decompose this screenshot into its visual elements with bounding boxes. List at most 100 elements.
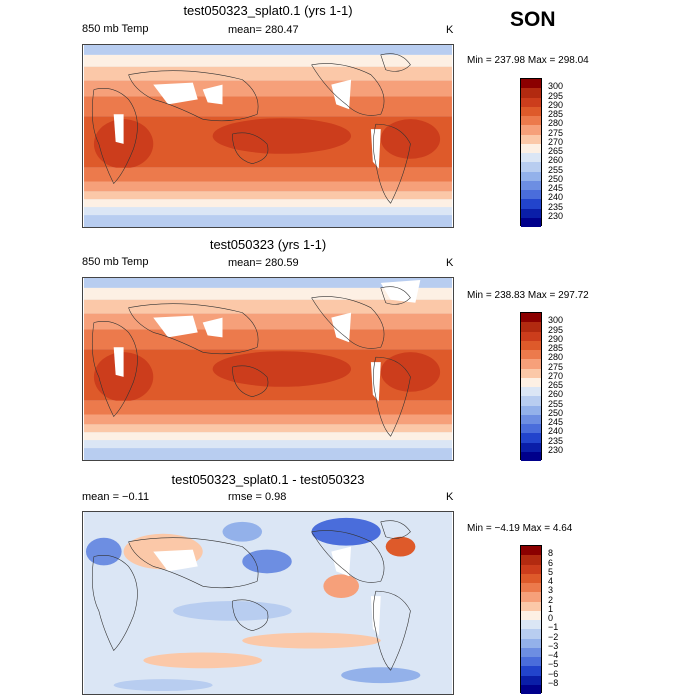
colorbar-tick-label: 280 (548, 118, 564, 129)
colorbar-swatch (521, 162, 541, 172)
colorbar-tick-label: 245 (548, 183, 564, 193)
colorbar-swatch (521, 433, 541, 443)
colorbar-tick-label: −2 (548, 631, 559, 642)
colorbar-tick-label: −1 (548, 622, 559, 633)
colorbar-swatch (521, 350, 541, 360)
colorbar-swatch (521, 592, 541, 602)
colorbar-swatch (521, 647, 541, 657)
colorbar-swatch (521, 368, 541, 378)
colorbar-swatch (521, 424, 541, 434)
panel2-variable-label: 850 mb Temp (82, 256, 149, 268)
colorbar-tick-label: 290 (548, 333, 564, 344)
panel2-colorbar (520, 312, 542, 461)
colorbar-swatch (521, 125, 541, 135)
colorbar-tick-label: 250 (548, 407, 564, 418)
colorbar-swatch (521, 153, 541, 163)
panel1-units: K (446, 24, 454, 36)
colorbar-swatch (521, 638, 541, 648)
colorbar-tick-label: 240 (548, 192, 564, 203)
colorbar-swatch (521, 359, 541, 369)
colorbar-tick-label: 250 (548, 173, 564, 184)
colorbar-swatch (521, 171, 541, 181)
colorbar-tick-label: −6 (548, 668, 559, 679)
colorbar-tick-label: −5 (548, 659, 559, 670)
colorbar-tick-label: 230 (548, 444, 564, 455)
colorbar-tick-label: 4 (548, 576, 554, 586)
panel1-map-plot (84, 45, 452, 227)
colorbar-tick-label: 260 (548, 389, 564, 400)
panel2-minmax: Min = 238.83 Max = 297.72 (467, 290, 589, 301)
colorbar-swatch (521, 451, 541, 461)
colorbar-swatch (521, 666, 541, 676)
colorbar-swatch (521, 583, 541, 593)
panel1-map (82, 44, 454, 228)
colorbar-tick-label: 295 (548, 90, 564, 101)
colorbar-tick-label: 300 (548, 315, 564, 326)
colorbar-tick-label: 255 (548, 398, 564, 409)
colorbar-tick-label: 6 (548, 557, 554, 568)
colorbar-swatch (521, 313, 541, 323)
colorbar-swatch (521, 573, 541, 583)
panel2-mean-label: mean= 280.59 (228, 257, 299, 269)
colorbar-tick-label: 275 (548, 127, 564, 138)
colorbar-swatch (521, 675, 541, 685)
panel1-variable-label: 850 mb Temp (82, 23, 149, 35)
colorbar-tick-label: 265 (548, 146, 564, 156)
colorbar-swatch (521, 180, 541, 190)
colorbar-tick-label: 270 (548, 136, 564, 147)
colorbar-tick-label: 245 (548, 417, 564, 427)
colorbar-tick-label: 270 (548, 370, 564, 381)
colorbar-swatch (521, 97, 541, 107)
colorbar-tick-label: 2 (548, 594, 554, 605)
panel3-minmax: Min = −4.19 Max = 4.64 (467, 523, 573, 534)
colorbar-swatch (521, 555, 541, 565)
colorbar-swatch (521, 143, 541, 153)
colorbar-tick-label: 280 (548, 352, 564, 363)
panel3-map (82, 511, 454, 695)
colorbar-tick-label: 240 (548, 426, 564, 437)
colorbar-tick-label: 235 (548, 201, 564, 212)
colorbar-swatch (521, 134, 541, 144)
colorbar-swatch (521, 322, 541, 332)
colorbar-tick-label: 290 (548, 99, 564, 110)
colorbar-swatch (521, 396, 541, 406)
panel2-units: K (446, 257, 454, 269)
colorbar-swatch (521, 340, 541, 350)
colorbar-swatch (521, 442, 541, 452)
panel3-units: K (446, 491, 454, 503)
panel1-title: test050323_splat0.1 (yrs 1-1) (183, 3, 353, 18)
panel2-title: test050323 (yrs 1-1) (209, 237, 327, 252)
colorbar-tick-label: 295 (548, 324, 564, 335)
colorbar-swatch (521, 116, 541, 126)
colorbar-swatch (521, 601, 541, 611)
colorbar-tick-label: −4 (548, 650, 559, 660)
colorbar-swatch (521, 546, 541, 556)
colorbar-swatch (521, 190, 541, 200)
colorbar-swatch (521, 208, 541, 218)
colorbar-tick-label: 5 (548, 566, 554, 577)
colorbar-tick-label: 300 (548, 81, 564, 92)
colorbar-swatch (521, 684, 541, 694)
colorbar-tick-label: 255 (548, 164, 564, 175)
colorbar-swatch (521, 414, 541, 424)
colorbar-swatch (521, 564, 541, 574)
panel1-mean-label: mean= 280.47 (228, 24, 299, 36)
colorbar-tick-label: 265 (548, 380, 564, 390)
panel3-mean-label: mean = −0.11 (82, 491, 150, 503)
colorbar-swatch (521, 620, 541, 630)
colorbar-swatch (521, 657, 541, 667)
colorbar-tick-label: 1 (548, 603, 554, 614)
colorbar-swatch (521, 610, 541, 620)
colorbar-tick-label: −3 (548, 640, 559, 651)
colorbar-swatch (521, 629, 541, 639)
panel3-title: test050323_splat0.1 - test050323 (171, 472, 365, 487)
colorbar-tick-label: 260 (548, 155, 564, 166)
colorbar-tick-label: 235 (548, 435, 564, 446)
colorbar-swatch (521, 387, 541, 397)
panel3-colorbar (520, 545, 542, 694)
colorbar-tick-label: 285 (548, 109, 564, 119)
colorbar-tick-label: −8 (548, 677, 559, 688)
colorbar-swatch (521, 217, 541, 227)
colorbar-swatch (521, 106, 541, 116)
colorbar-swatch (521, 377, 541, 387)
